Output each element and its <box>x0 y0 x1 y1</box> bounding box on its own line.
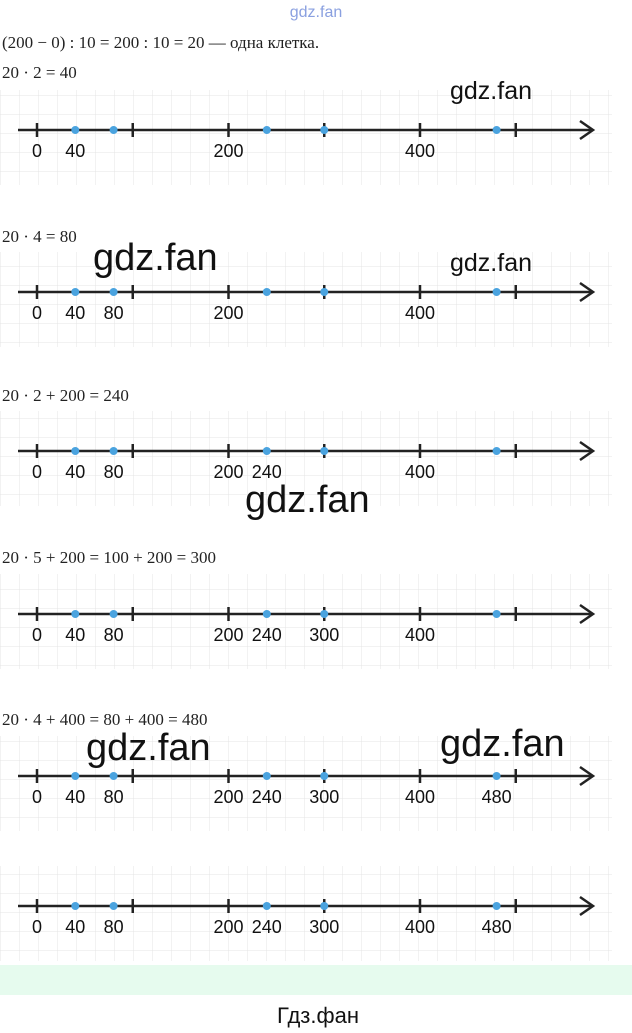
tick-label: 200 <box>213 917 243 937</box>
tick-label: 400 <box>405 303 435 323</box>
point <box>71 902 80 910</box>
tick-label: 80 <box>104 787 124 807</box>
point <box>320 126 329 134</box>
watermark: gdz.fan <box>440 723 565 765</box>
tick-label: 400 <box>405 787 435 807</box>
point <box>71 126 80 134</box>
watermark: gdz.fan <box>245 479 370 521</box>
point <box>492 902 501 910</box>
tick-label: 80 <box>104 917 124 937</box>
tick-label: 200 <box>213 303 243 323</box>
arrow-head <box>579 119 596 141</box>
point <box>492 772 501 780</box>
point <box>71 610 80 618</box>
tick-label: 80 <box>104 303 124 323</box>
tick-label: 240 <box>252 787 282 807</box>
watermark: gdz.fan <box>93 237 218 279</box>
point <box>109 610 118 618</box>
grid-box <box>0 411 612 506</box>
point <box>109 772 118 780</box>
equation: 20 · 4 = 80 <box>2 227 77 246</box>
tick-label: 40 <box>65 303 85 323</box>
tick-label: 0 <box>32 917 42 937</box>
tick-label: 80 <box>104 462 124 482</box>
arrow-head <box>579 603 596 625</box>
point <box>492 610 501 618</box>
watermark: gdz.fan <box>86 727 211 769</box>
point <box>71 772 80 780</box>
point <box>71 288 80 296</box>
tick-label: 480 <box>482 787 512 807</box>
point <box>262 902 271 910</box>
point <box>320 288 329 296</box>
tick-label: 400 <box>405 141 435 161</box>
tick-label: 40 <box>65 141 85 161</box>
tick-label: 0 <box>32 303 42 323</box>
point <box>262 447 271 455</box>
arrow-head <box>579 281 596 303</box>
footer: Гдз.фан <box>277 1003 359 1028</box>
tick-label: 200 <box>213 625 243 645</box>
tick-label: 400 <box>405 917 435 937</box>
tick-label: 300 <box>309 917 339 937</box>
grid-box <box>0 90 612 185</box>
header-watermark: gdz.fan <box>290 4 342 21</box>
tick-label: 0 <box>32 787 42 807</box>
equation: 20 · 5 + 200 = 100 + 200 = 300 <box>2 548 216 567</box>
equation: 20 · 2 = 40 <box>2 63 77 82</box>
grid-box <box>0 866 612 961</box>
point <box>109 447 118 455</box>
arrow-head <box>579 765 596 787</box>
tick-label: 0 <box>32 462 42 482</box>
equation: 20 · 2 + 200 = 240 <box>2 386 129 405</box>
point <box>492 288 501 296</box>
point <box>109 288 118 296</box>
point <box>320 610 329 618</box>
grid-box <box>0 574 612 669</box>
point <box>492 126 501 134</box>
equation: 20 · 4 + 400 = 80 + 400 = 480 <box>2 710 208 729</box>
point <box>71 447 80 455</box>
arrow-head <box>579 440 596 462</box>
tick-label: 200 <box>213 462 243 482</box>
intro: (200 − 0) : 10 = 200 : 10 = 20 — одна кл… <box>2 33 319 52</box>
point <box>320 447 329 455</box>
tick-label: 0 <box>32 625 42 645</box>
arrow-head <box>579 895 596 917</box>
point <box>262 610 271 618</box>
tick-label: 200 <box>213 787 243 807</box>
tick-label: 40 <box>65 462 85 482</box>
tick-label: 300 <box>309 625 339 645</box>
tick-label: 300 <box>309 787 339 807</box>
grid-box <box>0 252 612 347</box>
tick-label: 40 <box>65 787 85 807</box>
tick-label: 240 <box>252 917 282 937</box>
tick-label: 40 <box>65 625 85 645</box>
watermark: gdz.fan <box>450 77 532 105</box>
point <box>109 126 118 134</box>
tick-label: 240 <box>252 462 282 482</box>
tick-label: 80 <box>104 625 124 645</box>
point <box>109 902 118 910</box>
point <box>262 126 271 134</box>
point <box>320 772 329 780</box>
watermark: gdz.fan <box>450 249 532 277</box>
tick-label: 240 <box>252 625 282 645</box>
tick-label: 400 <box>405 462 435 482</box>
grid-box <box>0 736 612 831</box>
tick-label: 0 <box>32 141 42 161</box>
tick-label: 480 <box>482 917 512 937</box>
tick-label: 400 <box>405 625 435 645</box>
point <box>262 288 271 296</box>
footer-band <box>0 965 632 995</box>
tick-label: 200 <box>213 141 243 161</box>
point <box>492 447 501 455</box>
point <box>320 902 329 910</box>
tick-label: 40 <box>65 917 85 937</box>
point <box>262 772 271 780</box>
